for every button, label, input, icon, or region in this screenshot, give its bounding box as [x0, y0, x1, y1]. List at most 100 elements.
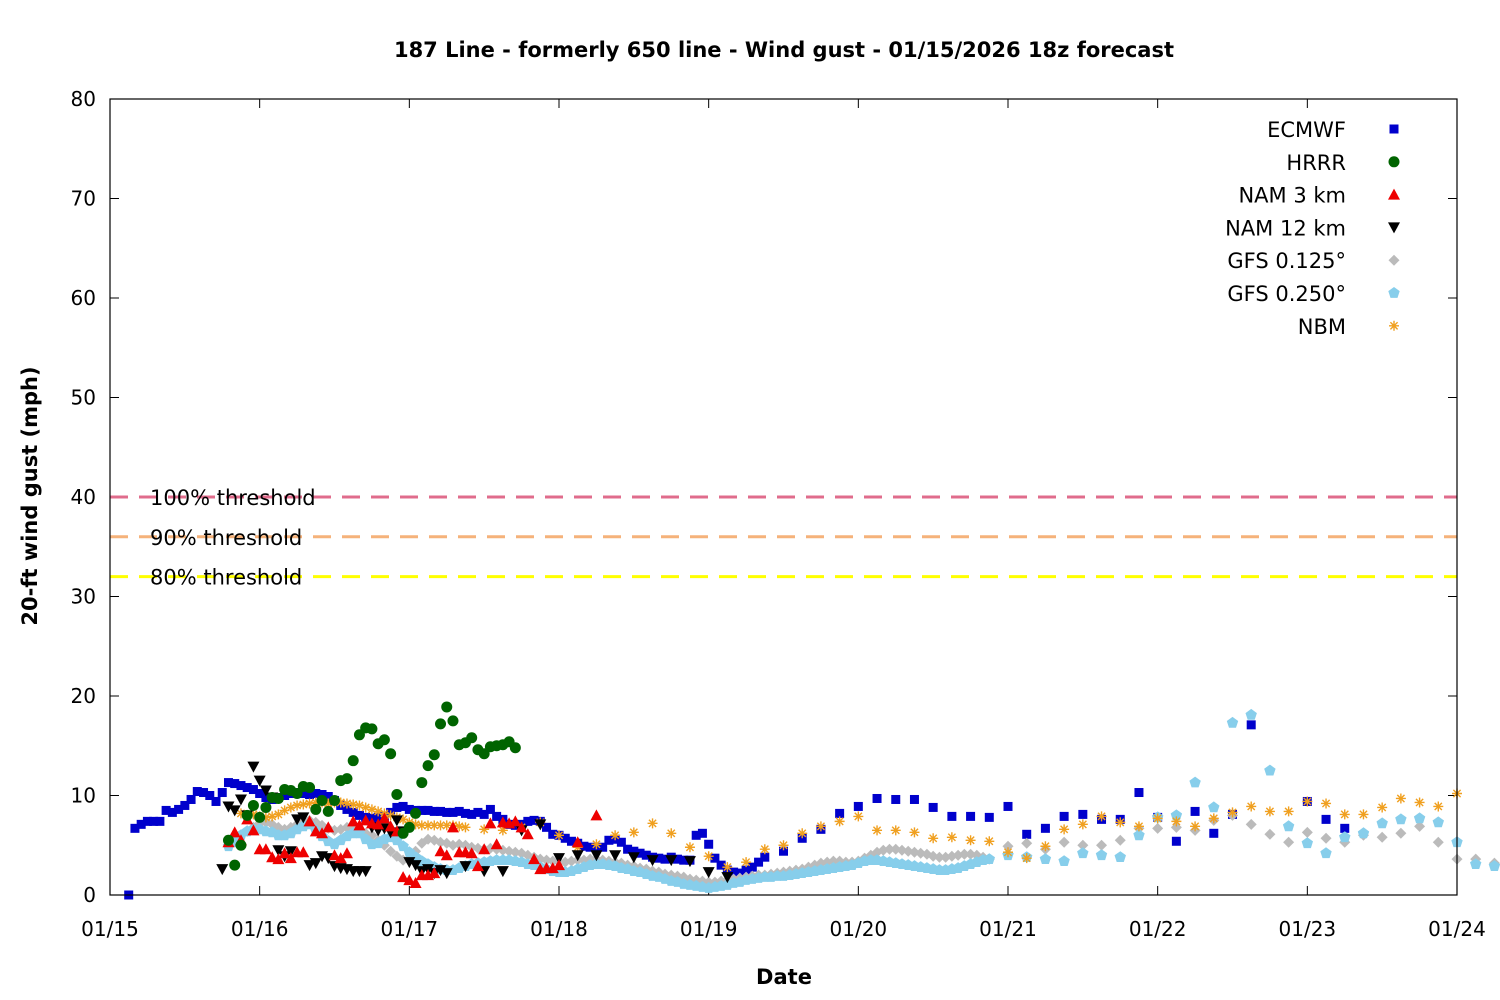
- data-point: [703, 851, 714, 862]
- data-point: [404, 804, 414, 814]
- data-point: [403, 821, 415, 833]
- data-point: [454, 806, 464, 816]
- data-point: [1245, 708, 1257, 720]
- data-point: [460, 808, 470, 818]
- data-point: [1433, 801, 1444, 812]
- x-tick-label: 01/18: [530, 917, 588, 941]
- data-point: [435, 820, 446, 831]
- data-point: [604, 835, 614, 845]
- x-axis-label: Date: [756, 965, 812, 989]
- data-point: [335, 797, 346, 808]
- data-point: [253, 775, 266, 787]
- data-point: [909, 827, 920, 838]
- data-point: [311, 789, 321, 799]
- data-point: [471, 860, 484, 872]
- data-point: [553, 859, 565, 871]
- legend-label: HRRR: [1286, 151, 1346, 175]
- data-point: [465, 847, 478, 859]
- data-point: [353, 819, 366, 831]
- data-point: [546, 862, 559, 874]
- data-point: [1133, 829, 1145, 841]
- data-points: [124, 701, 1500, 900]
- data-point: [1003, 847, 1013, 858]
- data-point: [1040, 841, 1051, 852]
- data-point: [1190, 806, 1200, 816]
- data-point: [236, 781, 246, 791]
- data-point: [1226, 716, 1239, 728]
- data-point: [222, 801, 235, 813]
- data-point: [884, 843, 896, 855]
- data-point: [385, 845, 397, 857]
- data-point: [1301, 826, 1313, 838]
- data-point: [1077, 819, 1088, 830]
- data-point: [654, 853, 664, 863]
- data-point: [1115, 817, 1126, 828]
- data-point: [348, 807, 358, 817]
- data-point: [610, 830, 621, 841]
- data-point: [248, 785, 258, 795]
- data-point: [710, 853, 720, 863]
- data-point: [1301, 837, 1313, 849]
- data-point: [521, 828, 534, 840]
- x-tick-label: 01/16: [231, 917, 289, 941]
- data-point: [446, 821, 459, 833]
- data-point: [174, 804, 184, 814]
- data-point: [280, 791, 290, 800]
- data-point: [1133, 821, 1144, 832]
- data-point: [797, 828, 808, 839]
- data-point: [747, 862, 757, 872]
- data-point: [1171, 816, 1182, 827]
- data-point: [298, 799, 309, 810]
- data-point: [529, 815, 539, 825]
- data-point: [255, 789, 265, 799]
- legend-marker: [1388, 222, 1400, 234]
- data-point: [1058, 855, 1070, 866]
- data-point: [192, 787, 202, 797]
- data-point: [760, 852, 770, 862]
- data-point: [1021, 837, 1033, 849]
- data-point: [428, 867, 441, 879]
- data-point: [359, 814, 372, 826]
- data-point: [347, 755, 359, 767]
- data-point: [259, 843, 272, 855]
- data-point: [316, 794, 328, 806]
- legend-label: NAM 3 km: [1238, 184, 1346, 208]
- data-point: [247, 761, 260, 773]
- data-point: [815, 821, 826, 832]
- data-point: [534, 819, 547, 831]
- data-point: [347, 815, 360, 827]
- data-point: [1114, 851, 1126, 862]
- data-point: [1377, 802, 1388, 813]
- data-point: [779, 846, 788, 856]
- data-point: [341, 798, 352, 809]
- data-point: [1078, 809, 1088, 819]
- data-point: [1321, 814, 1331, 824]
- data-point: [933, 851, 945, 863]
- data-point: [403, 874, 416, 886]
- data-point: [571, 850, 584, 862]
- data-point: [666, 828, 677, 839]
- data-point: [479, 824, 490, 835]
- legend-marker: [1388, 287, 1400, 298]
- data-point: [509, 815, 522, 827]
- data-point: [267, 811, 278, 822]
- data-point: [304, 798, 315, 809]
- x-tick-label: 01/20: [830, 917, 888, 941]
- data-point: [1283, 836, 1295, 848]
- data-point: [1096, 811, 1107, 822]
- plot-frame: [109, 98, 1458, 896]
- data-point: [759, 844, 770, 855]
- data-point: [691, 830, 701, 840]
- data-point: [716, 860, 726, 870]
- data-point: [684, 842, 695, 853]
- data-point: [373, 812, 383, 822]
- data-point: [272, 792, 284, 804]
- data-point: [909, 794, 919, 804]
- data-point: [397, 840, 409, 852]
- data-point: [397, 871, 410, 883]
- data-point: [310, 797, 321, 808]
- y-tick-label: 30: [71, 585, 96, 609]
- data-point: [429, 820, 440, 831]
- data-point: [273, 809, 284, 820]
- data-point: [566, 836, 576, 846]
